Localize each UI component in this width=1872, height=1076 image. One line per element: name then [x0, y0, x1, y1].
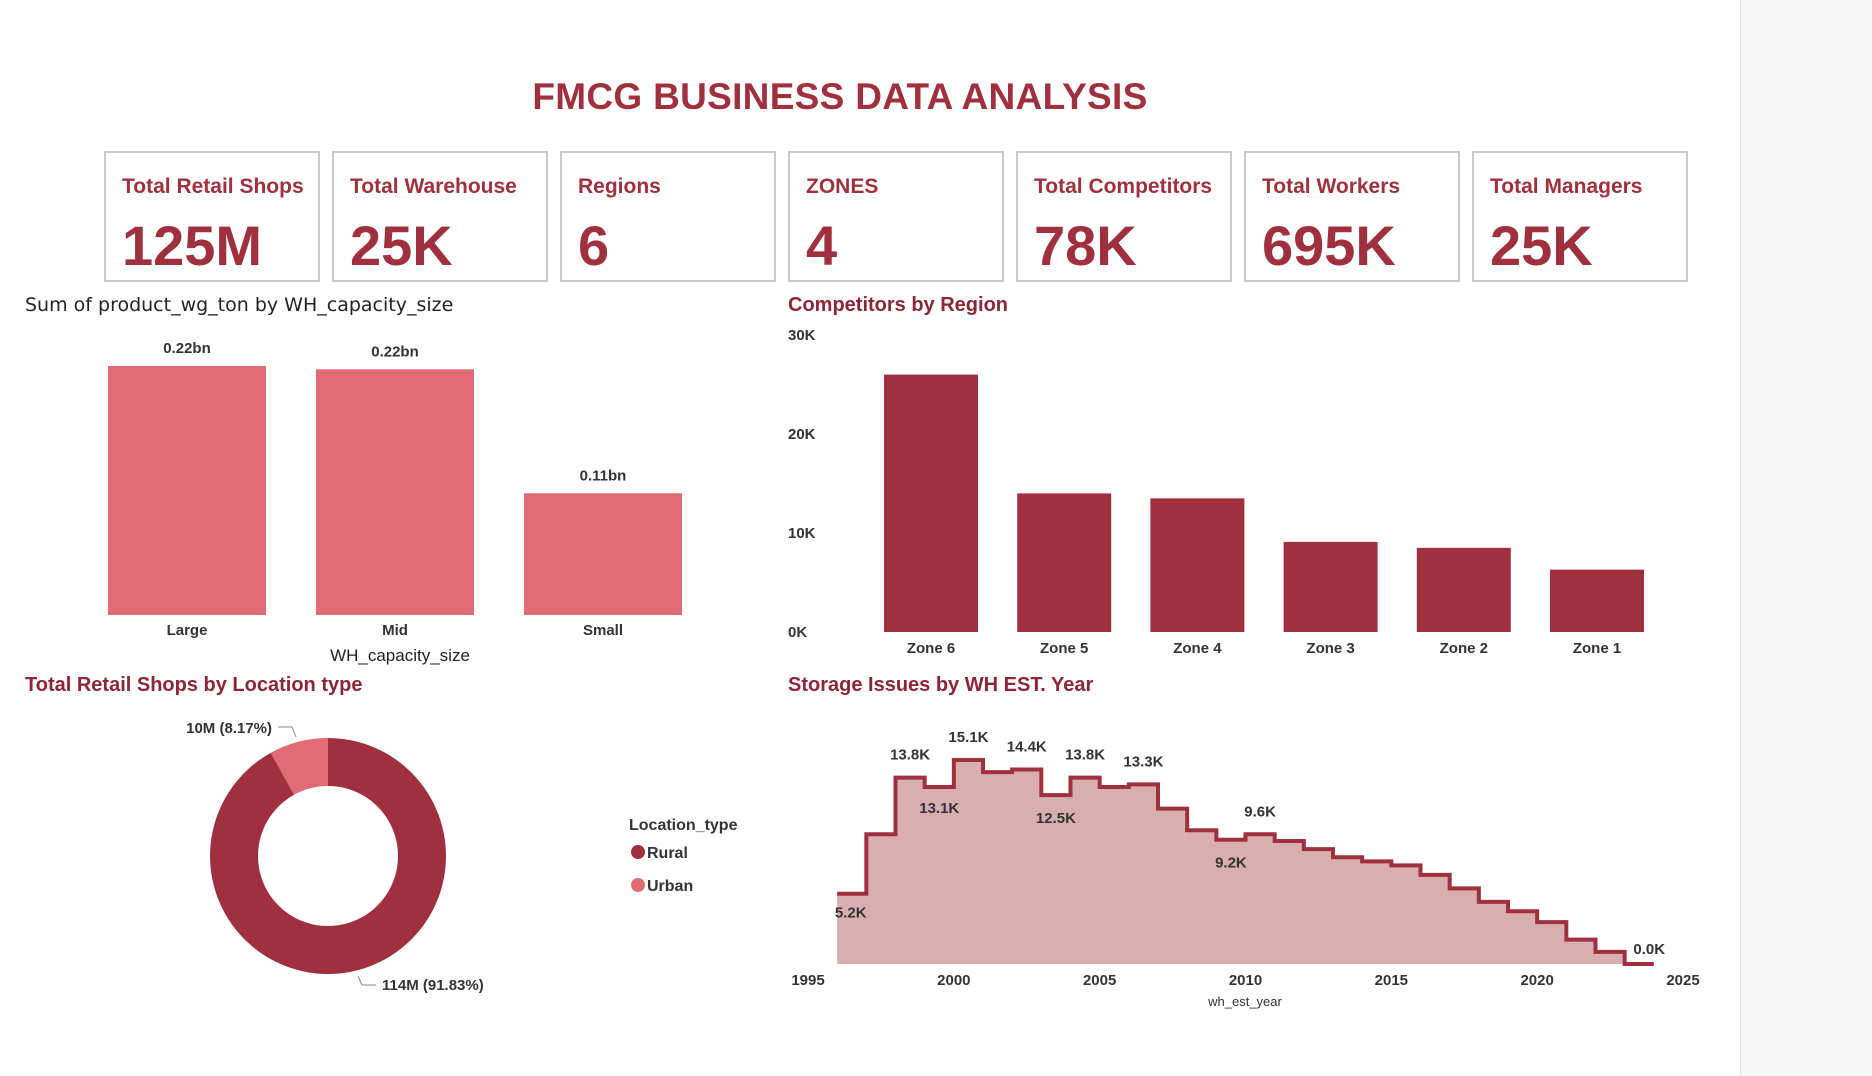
data-label: 0.22bn: [163, 340, 211, 357]
kpi-value: 6: [578, 214, 610, 277]
x-tick-label: Zone 5: [1040, 640, 1088, 657]
bar-large[interactable]: [108, 366, 266, 615]
kpi-card-competitors[interactable]: Total Competitors 78K: [1016, 151, 1232, 282]
x-tick-label: 2010: [1229, 972, 1262, 989]
x-tick-label: Large: [167, 622, 208, 639]
data-label: 13.1K: [919, 800, 959, 817]
x-tick-label: 1995: [791, 972, 824, 989]
x-tick-label: 2000: [937, 972, 970, 989]
kpi-label: Total Managers: [1490, 175, 1643, 198]
kpi-card-warehouse[interactable]: Total Warehouse 25K: [332, 151, 548, 282]
x-tick-label: Zone 6: [907, 640, 955, 657]
x-axis-label: WH_capacity_size: [330, 646, 470, 665]
chart-title-competitors: Competitors by Region: [788, 294, 1009, 316]
area-fill: [837, 760, 1654, 964]
data-label: 9.6K: [1244, 803, 1276, 820]
x-tick-label: Zone 4: [1173, 640, 1222, 657]
data-label-urban: 10M (8.17%): [186, 720, 272, 737]
data-label-rural: 114M (91.83%): [382, 977, 484, 994]
kpi-card-workers[interactable]: Total Workers 695K: [1244, 151, 1460, 282]
slice-urban[interactable]: [270, 738, 328, 795]
kpi-value: 25K: [350, 214, 453, 277]
legend-title: Location_type: [629, 817, 738, 834]
leader-line-urban: [278, 726, 297, 738]
data-label: 0.22bn: [371, 343, 419, 360]
series-line[interactable]: [837, 758, 1654, 966]
data-label: 9.2K: [1215, 855, 1247, 872]
bar-zone-1[interactable]: [1550, 569, 1644, 632]
x-tick-label: Zone 3: [1306, 640, 1354, 657]
bar-zone-2[interactable]: [1416, 547, 1511, 632]
bar-small[interactable]: [524, 493, 682, 615]
kpi-label: Total Workers: [1262, 175, 1401, 198]
data-label: 12.5K: [1036, 810, 1076, 827]
data-label: 13.8K: [1065, 747, 1105, 764]
slice-rural[interactable]: [210, 738, 447, 974]
kpi-label: Total Warehouse: [350, 175, 517, 198]
kpi-label: Regions: [578, 175, 661, 198]
leader-line-rural: [357, 975, 376, 986]
bar-mid[interactable]: [316, 369, 474, 615]
chart-title-capacity: Sum of product_wg_ton by WH_capacity_siz…: [25, 294, 454, 316]
kpi-card-regions[interactable]: Regions 6: [560, 151, 776, 282]
data-label: 13.8K: [890, 747, 930, 764]
competitors-bar-chart[interactable]: 0K 10K 20K 30K Zone 6 Zone 5 Zone 4 Zone 3 Zone …: [0, 0, 1720, 680]
kpi-value: 25K: [1490, 214, 1593, 277]
data-label: 15.1K: [948, 729, 988, 746]
kpi-card-zones[interactable]: ZONES 4: [788, 151, 1004, 282]
kpi-label: Total Retail Shops: [122, 175, 304, 198]
y-tick-label: 0K: [788, 624, 807, 641]
kpi-value: 695K: [1262, 214, 1396, 277]
kpi-card-managers[interactable]: Total Managers 25K: [1472, 151, 1688, 282]
x-tick-label: 2025: [1666, 972, 1699, 989]
x-tick-label: 2020: [1520, 972, 1553, 989]
chart-title-storage-issues: Storage Issues by WH EST. Year: [788, 674, 1094, 696]
legend-marker-urban: [631, 878, 645, 892]
bar-zone-4[interactable]: [1150, 498, 1245, 632]
bar-zone-3[interactable]: [1283, 541, 1378, 632]
kpi-value: 78K: [1034, 214, 1137, 277]
bar-zone-6[interactable]: [884, 374, 978, 632]
kpi-value: 4: [806, 214, 838, 277]
legend-marker-rural: [631, 845, 645, 859]
kpi-value: 125M: [122, 214, 263, 277]
x-tick-label: Zone 1: [1573, 640, 1621, 657]
capacity-bar-chart[interactable]: 0.22bn Large 0.22bn Mid 0.11bn Small WH_capaci…: [0, 0, 760, 680]
location-donut-chart[interactable]: 10M (8.17%) 114M (91.83%) Location_type Rur…: [0, 0, 760, 1020]
bar-zone-5[interactable]: [1017, 493, 1112, 632]
page-title: FMCG BUSINESS DATA ANALYSIS: [532, 76, 1148, 117]
right-side-panel: [1740, 0, 1872, 1076]
data-label: 13.3K: [1123, 753, 1163, 770]
kpi-label: Total Competitors: [1034, 175, 1213, 198]
data-label: 14.4K: [1007, 738, 1047, 755]
kpi-label: ZONES: [806, 175, 879, 198]
x-tick-label: 2005: [1083, 972, 1116, 989]
x-tick-label: Zone 2: [1440, 640, 1488, 657]
data-label: 5.2K: [835, 905, 867, 922]
kpi-card-retail-shops[interactable]: Total Retail Shops 125M: [104, 151, 320, 282]
storage-area-chart[interactable]: 5.2K 13.8K 13.1K 15.1K 14.4K 12.5K 13.8K 13.3K 9…: [0, 0, 1720, 1020]
x-tick-label: Mid: [382, 622, 408, 639]
data-label: 0.11bn: [580, 467, 627, 484]
chart-title-location-type: Total Retail Shops by Location type: [25, 674, 363, 696]
y-tick-label: 30K: [788, 327, 816, 344]
y-tick-label: 20K: [788, 426, 816, 443]
y-tick-label: 10K: [788, 525, 816, 542]
x-tick-label: 2015: [1375, 972, 1408, 989]
legend-item-urban[interactable]: Urban: [647, 878, 693, 895]
legend-item-rural[interactable]: Rural: [647, 845, 688, 862]
x-tick-label: Small: [583, 622, 623, 639]
data-label: 0.0K: [1633, 941, 1665, 958]
x-axis-label: wh_est_year: [1207, 994, 1282, 1009]
